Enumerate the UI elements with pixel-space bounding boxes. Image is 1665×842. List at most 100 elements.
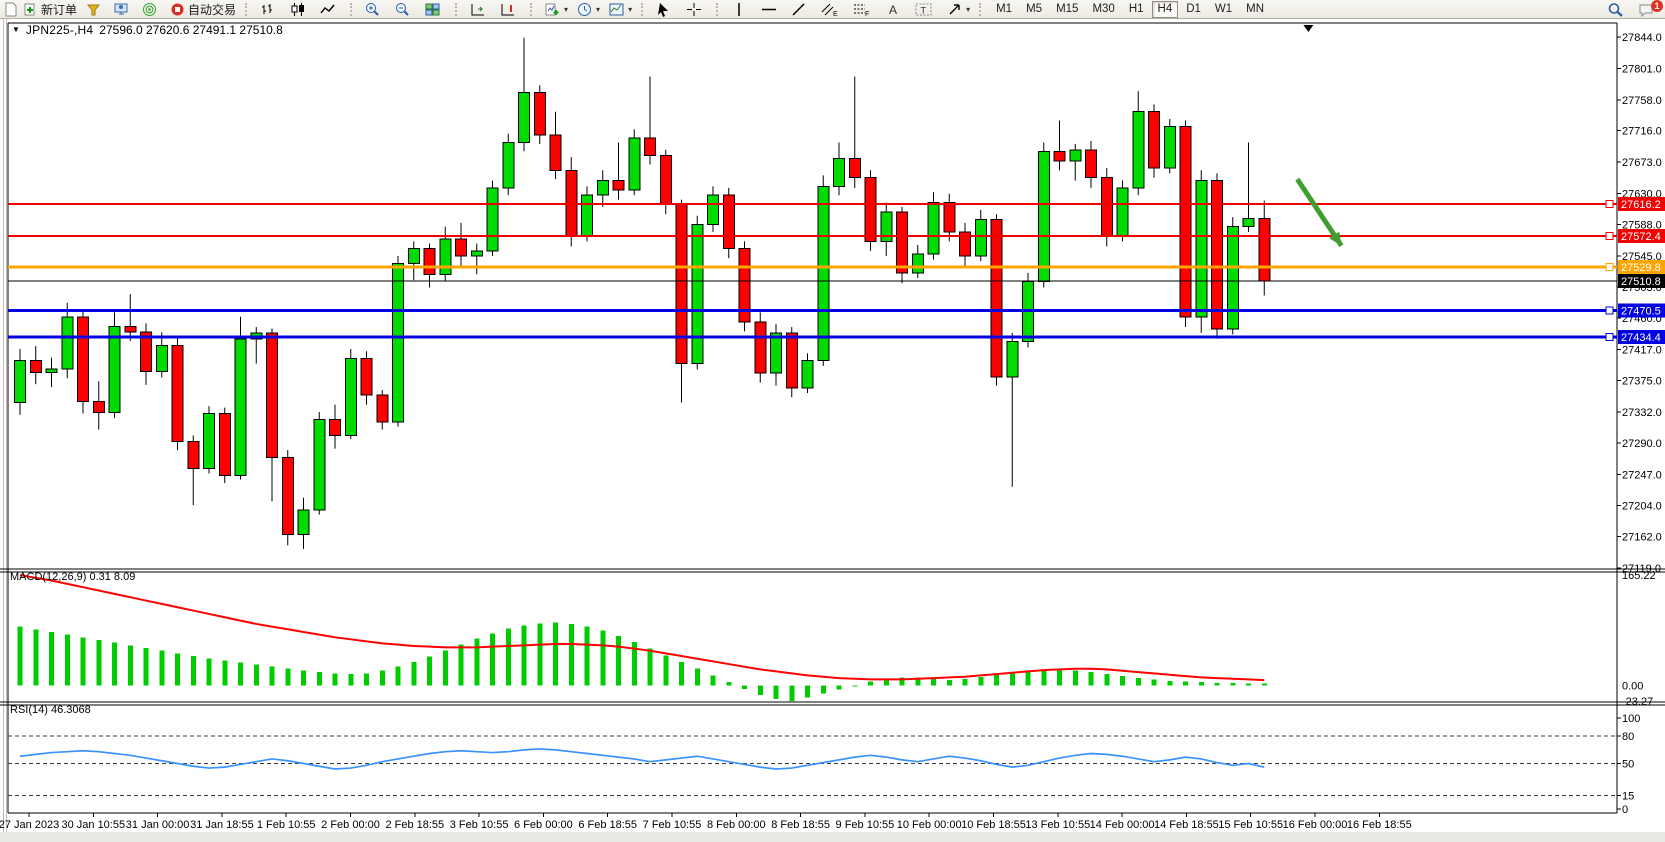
chart-title-bar: ▼ JPN225-,H4 27596.0 27620.6 27491.1 275… (12, 23, 283, 37)
price-line-label-box (1618, 228, 1665, 243)
macd-axis-tick: 0.00 (1622, 680, 1643, 692)
svg-text:F: F (865, 11, 869, 17)
text-label-tool-icon[interactable]: T (911, 1, 942, 18)
time-axis-label: 27 Jan 2023 (0, 819, 59, 831)
time-axis-label: 9 Feb 10:55 (836, 819, 895, 831)
rsi-axis-tick: 15 (1622, 790, 1634, 802)
text-tool-icon[interactable]: A (881, 1, 910, 18)
price-line-label: 27572.4 (1621, 231, 1661, 243)
arrows-tool-button[interactable]: ▾ (943, 0, 974, 19)
horizontal-line-tool-icon[interactable] (757, 1, 786, 18)
macd-signal-line (19, 574, 1265, 682)
zoom-out-icon[interactable] (391, 1, 420, 18)
timeframe-button-W1[interactable]: W1 (1214, 2, 1233, 15)
pane-splitter[interactable] (0, 701, 1665, 706)
time-axis-label: 14 Feb 18:55 (1154, 819, 1219, 831)
toolbar-handle (716, 2, 722, 16)
bar-chart-type-icon[interactable] (256, 1, 285, 18)
cursor-icon[interactable] (652, 1, 681, 18)
macd-histogram (17, 622, 1267, 701)
one-click-trading-arrow[interactable]: ▼ (12, 25, 20, 34)
time-axis-label: 2 Feb 18:55 (385, 819, 444, 831)
new-order-button[interactable]: 新订单 (19, 0, 81, 19)
rsi-axis-tick: 80 (1622, 731, 1634, 743)
symbols-icon[interactable] (82, 1, 109, 18)
time-axis-label: 16 Feb 00:00 (1283, 819, 1348, 831)
chart-window[interactable]: 27844.0 27801.0 27758.0 27716.0 27673.0 27630… (0, 19, 1665, 837)
price-axis-tick: 27673.0 (1622, 157, 1662, 169)
new-order-icon (23, 2, 38, 17)
chevron-down-icon: ▾ (564, 4, 569, 14)
timeframe-button-H4[interactable]: H4 (1151, 0, 1179, 18)
price-axis-tick: 27162.0 (1622, 532, 1662, 544)
price-line-label: 27434.4 (1621, 332, 1661, 344)
time-axis-label: 10 Feb 00:00 (897, 819, 962, 831)
channel-tool-icon[interactable]: E (817, 1, 848, 18)
time-axis-label: 30 Jan 10:55 (61, 819, 125, 831)
price-axis-tick: 27801.0 (1622, 63, 1662, 75)
time-axis-label: 8 Feb 00:00 (707, 819, 766, 831)
chevron-down-icon: ▾ (596, 4, 601, 14)
time-axis-label: 7 Feb 10:55 (643, 819, 702, 831)
tile-windows-icon[interactable] (421, 1, 450, 18)
zoom-in-icon[interactable] (361, 1, 390, 18)
autotrading-button[interactable]: 自动交易 (166, 0, 240, 19)
candlestick-chart-type-icon[interactable] (286, 1, 315, 18)
file-icon[interactable] (3, 2, 18, 17)
search-icon[interactable] (1603, 1, 1633, 18)
price-line-label-box (1618, 196, 1665, 211)
macd-axis-tick: 165.22 (1622, 570, 1656, 582)
crosshair-icon[interactable] (682, 1, 711, 18)
pane-splitter[interactable] (0, 568, 1665, 573)
timeframe-button-MN[interactable]: MN (1246, 2, 1265, 15)
price-line-label-box (1618, 260, 1665, 275)
hline-handle[interactable] (1605, 263, 1614, 272)
price-axis-tick: 27247.0 (1622, 469, 1662, 481)
timeframe-button-H1[interactable]: H1 (1128, 2, 1144, 15)
line-chart-type-icon[interactable] (316, 1, 345, 18)
notifications-button[interactable]: 1 (1634, 0, 1663, 19)
arrows-tool-icon (947, 2, 962, 17)
trendline-tool-icon[interactable] (787, 1, 816, 18)
macd-axis-tick: -23.27 (1622, 696, 1653, 708)
timeframe-button-M5[interactable]: M5 (1026, 2, 1043, 15)
chart-shift-icon[interactable] (496, 1, 525, 18)
toolbar-handle (455, 2, 461, 16)
hline-handle[interactable] (1605, 199, 1614, 208)
time-axis-label: 3 Feb 10:55 (450, 819, 509, 831)
periods-button[interactable]: ▾ (573, 0, 604, 19)
auto-scroll-icon[interactable] (466, 1, 495, 18)
main-toolbar: 新订单 自动交易 ▾ ▾ (0, 0, 1665, 19)
signals-icon[interactable] (138, 1, 165, 18)
indicators-button[interactable]: ▾ (541, 0, 572, 19)
templates-button[interactable]: ▾ (605, 0, 636, 19)
toolbar-handle (530, 2, 536, 16)
template-icon (609, 2, 624, 17)
rsi-indicator-label: RSI(14) 46.3068 (10, 704, 91, 716)
price-axis-tick: 27417.0 (1622, 345, 1662, 357)
rsi-axis-tick: 0 (1622, 804, 1628, 816)
time-axis-label: 1 Feb 10:55 (257, 819, 316, 831)
fibonacci-tool-icon[interactable]: F (849, 1, 880, 18)
vertical-line-tool-icon[interactable] (727, 1, 756, 18)
hline-handle[interactable] (1605, 332, 1614, 341)
price-chart-canvas[interactable]: 27844.027801.027758.027716.027673.027630… (0, 19, 1665, 837)
timeframe-button-D1[interactable]: D1 (1186, 2, 1201, 15)
time-axis-label: 14 Feb 00:00 (1090, 819, 1155, 831)
chart-shift-marker[interactable] (1303, 25, 1314, 32)
timeframe-button-M15[interactable]: M15 (1056, 2, 1079, 15)
price-line-label: 27616.2 (1621, 199, 1661, 211)
toolbar-handle (350, 2, 356, 16)
hline-handle[interactable] (1605, 306, 1614, 315)
annotation-arrow[interactable] (1295, 177, 1344, 248)
timeframe-button-M30[interactable]: M30 (1092, 2, 1115, 15)
new-order-label: 新订单 (41, 2, 78, 17)
timeframe-button-M1[interactable]: M1 (996, 2, 1013, 15)
macd-indicator-label: MACD(12,26,9) 0.31 8.09 (10, 571, 136, 583)
price-line-label-box (1618, 303, 1665, 318)
price-axis-tick: 27716.0 (1622, 126, 1662, 138)
time-axis-label: 16 Feb 18:55 (1347, 819, 1412, 831)
terminal-icon[interactable] (110, 1, 137, 18)
hline-handle[interactable] (1605, 231, 1614, 240)
